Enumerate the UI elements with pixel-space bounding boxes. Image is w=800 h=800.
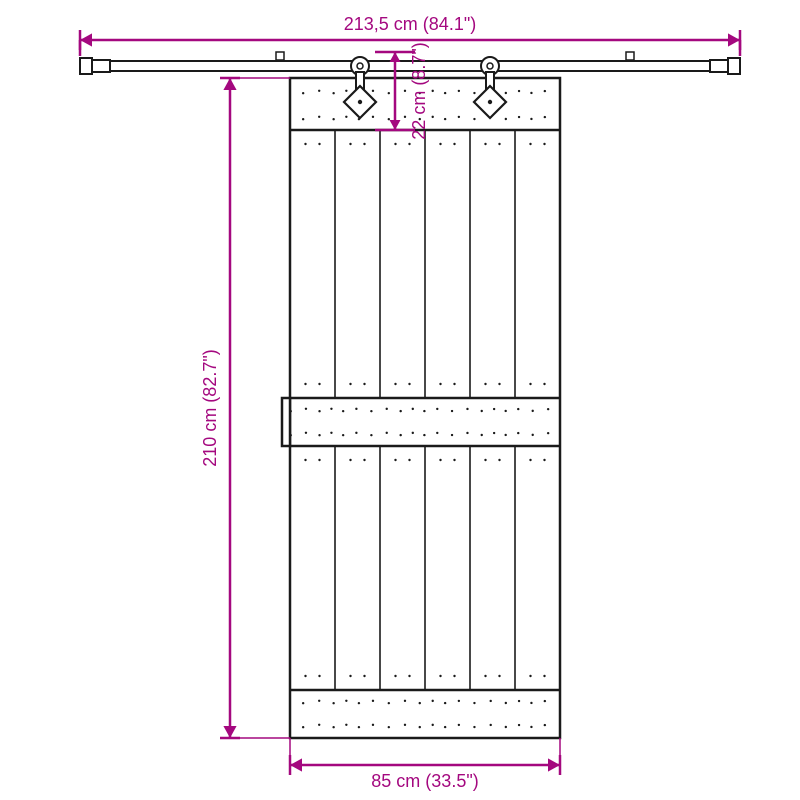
barn-door <box>282 78 560 738</box>
diagram-stage: 213,5 cm (84.1") 210 cm (82.7") 22 cm (8.7… <box>0 0 800 800</box>
dim-door-width: 85 cm (33.5") <box>371 771 478 791</box>
dim-door-height: 210 cm (82.7") <box>200 349 220 466</box>
dim-hanger-drop: 22 cm (8.7") <box>409 42 429 139</box>
dim-track-width: 213,5 cm (84.1") <box>344 14 476 34</box>
